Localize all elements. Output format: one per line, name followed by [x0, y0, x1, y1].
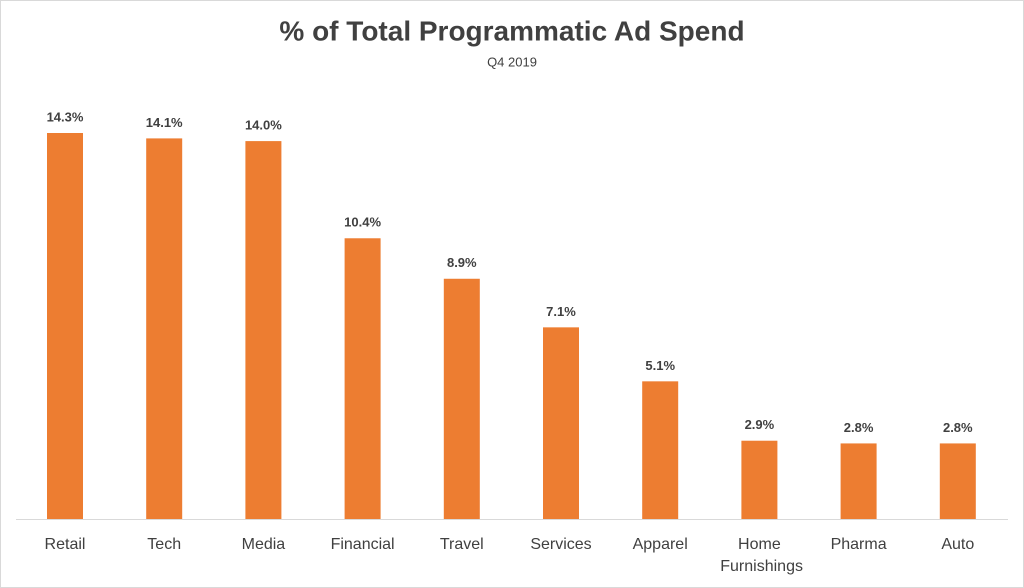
- chart-title: % of Total Programmatic Ad Spend: [279, 15, 744, 46]
- x-tick-label: Home Furnishings: [716, 536, 803, 575]
- value-label: 10.4%: [344, 215, 381, 230]
- x-tick-label: Retail: [45, 536, 86, 553]
- value-label: 2.8%: [844, 420, 874, 435]
- bar: [47, 133, 83, 519]
- bar: [344, 238, 381, 520]
- x-tick-label: Tech: [147, 536, 181, 553]
- bar: [642, 381, 679, 519]
- value-label: 7.1%: [546, 304, 576, 319]
- x-tick-label: Travel: [440, 536, 484, 553]
- x-tick-label: Apparel: [633, 536, 688, 553]
- value-label: 14.0%: [245, 118, 282, 133]
- value-label: 2.8%: [943, 420, 973, 435]
- value-label: 2.9%: [745, 417, 775, 432]
- value-label: 14.1%: [146, 115, 183, 130]
- bar: [543, 327, 579, 519]
- x-tick-label: Services: [530, 536, 591, 553]
- bar: [146, 138, 183, 519]
- value-label: 5.1%: [645, 358, 675, 373]
- bar: [245, 141, 282, 519]
- bar: [939, 443, 976, 519]
- bar: [443, 278, 480, 519]
- x-tick-label: Pharma: [831, 536, 887, 553]
- chart-subtitle: Q4 2019: [487, 54, 537, 69]
- x-tick-label: Financial: [331, 536, 395, 553]
- value-label: 8.9%: [447, 255, 477, 270]
- value-label: 14.3%: [47, 109, 84, 124]
- x-tick-label: Auto: [941, 536, 974, 553]
- bar: [840, 443, 877, 519]
- bar: [741, 440, 778, 519]
- x-tick-label: Media: [242, 536, 286, 553]
